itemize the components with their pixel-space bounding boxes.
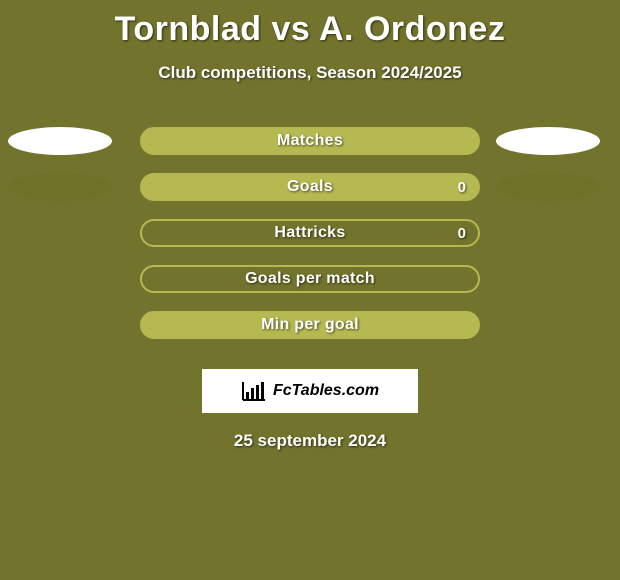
comparison-rows: Matches Goals 0 Hattricks 0 Goals per ma… <box>0 121 620 351</box>
stat-bar: Goals per match <box>140 265 480 293</box>
row-goals: Goals 0 <box>0 167 620 213</box>
subtitle: Club competitions, Season 2024/2025 <box>0 63 620 83</box>
bar-chart-icon <box>241 380 267 402</box>
date-text: 25 september 2024 <box>0 431 620 451</box>
stat-bar: Matches <box>140 127 480 155</box>
page-title: Tornblad vs A. Ordonez <box>0 0 620 49</box>
left-marker <box>8 173 112 201</box>
brand-box: FcTables.com <box>202 369 418 413</box>
stat-bar: Min per goal <box>140 311 480 339</box>
right-marker <box>496 173 600 201</box>
row-matches: Matches <box>0 121 620 167</box>
row-min-per-goal: Min per goal <box>0 305 620 351</box>
stat-label: Goals <box>287 178 333 196</box>
stat-value: 0 <box>458 179 466 196</box>
left-marker <box>8 127 112 155</box>
right-marker <box>496 127 600 155</box>
stat-value: 0 <box>458 225 466 242</box>
stat-label: Hattricks <box>274 224 345 242</box>
stat-label: Min per goal <box>261 316 359 334</box>
row-hattricks: Hattricks 0 <box>0 213 620 259</box>
row-goals-per-match: Goals per match <box>0 259 620 305</box>
stat-bar: Hattricks 0 <box>140 219 480 247</box>
stat-label: Matches <box>277 132 343 150</box>
brand-text: FcTables.com <box>273 382 379 400</box>
stat-bar: Goals 0 <box>140 173 480 201</box>
stat-label: Goals per match <box>245 270 375 288</box>
